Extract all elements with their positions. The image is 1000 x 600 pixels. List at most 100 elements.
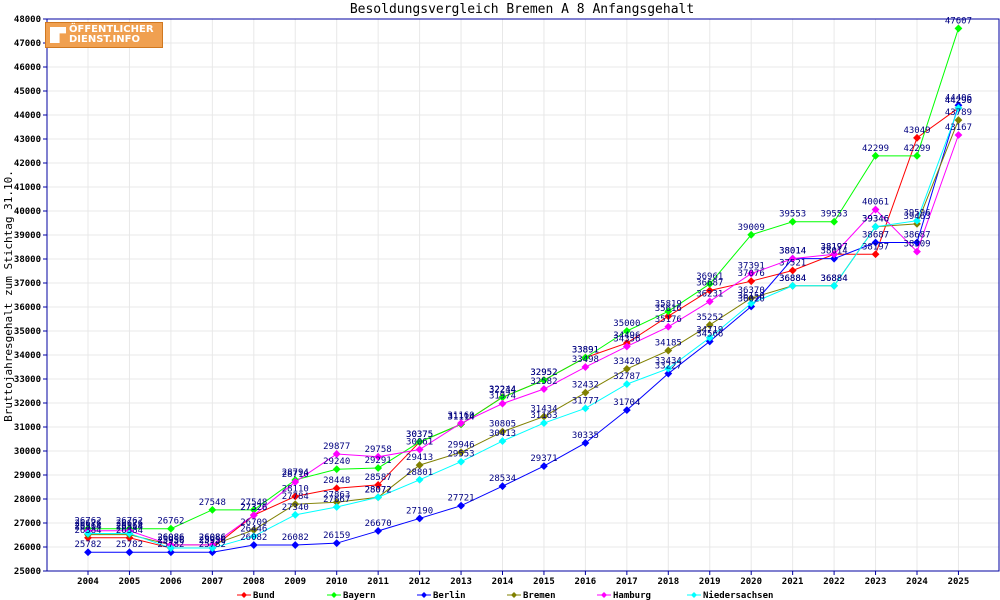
data-label: 27548	[199, 498, 226, 508]
series-line	[88, 107, 959, 549]
data-label: 35616	[655, 304, 682, 314]
data-label: 36884	[779, 274, 806, 284]
data-label: 34356	[613, 334, 640, 344]
data-point	[291, 478, 300, 486]
y-tick-label: 32000	[14, 399, 41, 409]
data-point	[498, 437, 507, 445]
data-point	[747, 269, 756, 278]
data-label: 32582	[530, 377, 557, 387]
data-label: 25782	[157, 540, 184, 550]
legend-marker	[601, 592, 607, 598]
data-point	[871, 250, 880, 259]
y-tick-label: 41000	[14, 183, 41, 193]
data-label: 30335	[572, 431, 599, 441]
data-point	[830, 217, 839, 226]
y-tick-label: 31000	[14, 423, 41, 433]
data-label: 30375	[406, 430, 433, 440]
data-label: 39596	[903, 209, 930, 219]
data-point	[166, 544, 175, 552]
data-point	[747, 230, 756, 239]
series-niedersachsen	[84, 104, 963, 552]
data-label: 38014	[821, 247, 848, 257]
data-point	[374, 527, 383, 535]
data-point	[291, 492, 300, 501]
data-label: 26446	[240, 524, 267, 534]
data-point	[747, 277, 756, 286]
data-point	[249, 541, 258, 549]
data-label: 29240	[323, 457, 350, 467]
data-label: 26086	[199, 533, 226, 543]
data-label: 27190	[406, 506, 433, 516]
legend-label: Bayern	[343, 591, 376, 600]
data-label: 32432	[572, 381, 599, 391]
data-point	[871, 151, 880, 160]
data-label: 26676	[116, 519, 143, 529]
legend-item-niedersachsen: Niedersachsen	[687, 590, 773, 600]
data-label: 26762	[157, 517, 184, 527]
data-label: 30413	[489, 429, 516, 439]
data-label: 28110	[282, 484, 309, 494]
data-point	[498, 427, 507, 436]
data-label: 35252	[696, 313, 723, 323]
data-label: 27340	[282, 503, 309, 513]
data-point	[291, 510, 300, 519]
y-tick-label: 25000	[14, 567, 41, 577]
data-label: 37076	[738, 269, 765, 279]
x-tick-label: 2022	[823, 577, 845, 587]
data-label: 36884	[779, 274, 806, 284]
data-label: 35176	[655, 315, 682, 325]
legend-marker	[331, 592, 337, 598]
data-point	[540, 385, 548, 393]
legend-item-bremen: Bremen	[507, 591, 556, 600]
data-label: 42299	[862, 144, 889, 154]
data-point	[664, 364, 673, 373]
data-point	[208, 548, 217, 557]
grid	[47, 18, 999, 572]
y-tick-label: 40000	[14, 207, 41, 217]
data-point	[954, 131, 963, 139]
x-tick-label: 2024	[906, 577, 928, 587]
data-point	[664, 307, 673, 316]
data-label: 39463	[903, 212, 930, 222]
data-point	[622, 327, 631, 335]
x-tick-label: 2007	[202, 577, 224, 587]
data-label: 43789	[945, 108, 972, 118]
data-label: 28794	[282, 468, 309, 478]
y-tick-label: 33000	[14, 375, 41, 385]
data-label: 32787	[613, 372, 640, 382]
data-point	[415, 438, 424, 446]
data-point	[581, 353, 590, 362]
data-point	[622, 406, 631, 415]
data-label: 31974	[489, 392, 516, 402]
data-label: 26564	[116, 521, 143, 531]
data-point	[84, 548, 92, 557]
data-label: 29553	[448, 450, 475, 460]
data-label: 29877	[323, 442, 350, 452]
data-label: 25956	[157, 536, 184, 546]
x-tick-label: 2012	[409, 577, 431, 587]
data-label: 28801	[406, 468, 433, 478]
data-label: 31704	[613, 398, 640, 408]
data-label: 28534	[489, 474, 516, 484]
data-label: 44290	[945, 96, 972, 106]
data-point	[374, 452, 383, 461]
legend-marker	[241, 592, 247, 598]
data-label: 26086	[157, 533, 184, 543]
data-point	[540, 419, 548, 427]
data-label: 27721	[448, 494, 475, 504]
data-label: 26086	[157, 533, 184, 543]
data-label: 38014	[779, 247, 806, 257]
series-line	[88, 105, 959, 553]
data-point	[705, 280, 714, 288]
data-label: 38197	[821, 242, 848, 252]
data-point	[374, 481, 383, 489]
data-label: 27863	[323, 490, 350, 500]
data-label: 27548	[240, 498, 267, 508]
x-tick-label: 2013	[450, 577, 472, 587]
data-point	[332, 484, 341, 493]
data-label: 28448	[323, 476, 350, 486]
logo-line-2: DIENST.INFO	[69, 34, 140, 45]
data-label: 31114	[448, 412, 475, 422]
series-line	[88, 134, 959, 546]
y-tick-label: 39000	[14, 231, 41, 241]
